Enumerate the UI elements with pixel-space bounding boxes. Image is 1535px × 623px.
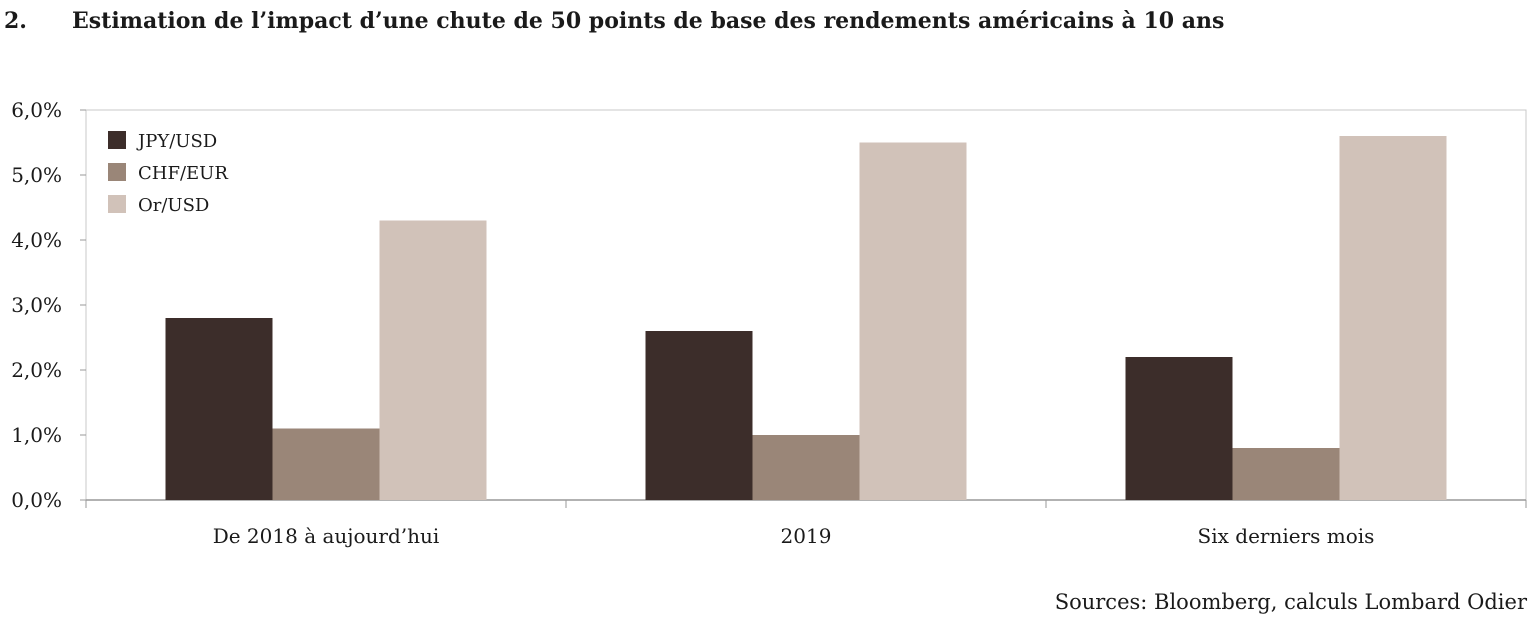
- x-tick-label: Six derniers mois: [1198, 524, 1375, 548]
- legend-swatch: [108, 163, 126, 181]
- y-tick-label: 4,0%: [11, 228, 62, 252]
- y-tick-label: 1,0%: [11, 423, 62, 447]
- y-tick-label: 5,0%: [11, 163, 62, 187]
- bar-or-usd: [859, 142, 967, 500]
- chart-header: 2. Estimation de l’impact d’une chute de…: [0, 4, 1535, 44]
- y-tick-label: 0,0%: [11, 488, 62, 512]
- x-tick-label: De 2018 à aujourd’hui: [213, 524, 440, 548]
- bar-jpy-usd: [165, 318, 273, 500]
- legend-swatch: [108, 195, 126, 213]
- bar-chf-eur: [1232, 448, 1340, 500]
- bar-jpy-usd: [1125, 357, 1233, 500]
- bar-chf-eur: [752, 435, 860, 500]
- bar-or-usd: [379, 220, 487, 500]
- bar-or-usd: [1339, 136, 1447, 500]
- y-tick-label: 3,0%: [11, 293, 62, 317]
- chart-title: Estimation de l’impact d’une chute de 50…: [72, 8, 1225, 34]
- bar-jpy-usd: [645, 331, 753, 500]
- source-note: Sources: Bloomberg, calculs Lombard Odie…: [1054, 590, 1527, 614]
- legend-label: JPY/USD: [136, 131, 217, 152]
- legend-swatch: [108, 131, 126, 149]
- y-tick-label: 2,0%: [11, 358, 62, 382]
- legend-label: CHF/EUR: [138, 163, 228, 184]
- y-tick-label: 6,0%: [11, 98, 62, 122]
- x-tick-label: 2019: [781, 524, 832, 548]
- figure-number: 2.: [4, 8, 27, 34]
- bar-chf-eur: [272, 428, 380, 500]
- legend-label: Or/USD: [138, 195, 209, 216]
